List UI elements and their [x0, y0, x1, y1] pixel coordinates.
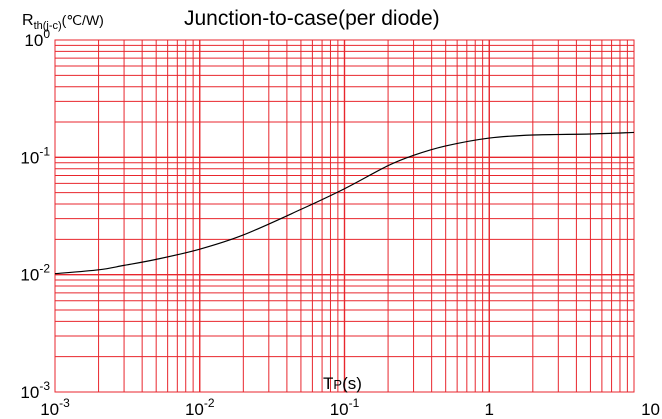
y-tick-exponent: -2 [39, 262, 50, 276]
x-axis-label: TP(s) [323, 374, 362, 393]
x-tick-mantissa: 10 [641, 400, 660, 419]
y-axis-label-unit: (℃/W) [62, 12, 104, 28]
x-tick-label: 10-2 [185, 396, 215, 419]
x-tick-exponent: -1 [349, 396, 360, 410]
y-axis-label-subscript: th(j-c) [34, 20, 62, 32]
y-tick-mantissa: 10 [20, 383, 39, 402]
x-tick-label: 10-3 [40, 396, 70, 419]
chart-title: Junction-to-case(per diode) [184, 7, 440, 30]
y-axis-label-base: R [22, 12, 34, 29]
x-axis-label-base: T [323, 374, 333, 393]
y-tick-mantissa: 10 [24, 31, 43, 50]
y-tick-label: 10-3 [20, 379, 50, 402]
y-tick-label: 100 [24, 27, 50, 50]
y-tick-exponent: -1 [39, 144, 50, 158]
y-tick-exponent: 0 [43, 27, 50, 41]
x-tick-exponent: -3 [59, 396, 70, 410]
grid [55, 40, 634, 392]
x-tick-mantissa: 10 [330, 400, 349, 419]
x-tick-mantissa: 10 [40, 400, 59, 419]
y-tick-mantissa: 10 [20, 266, 39, 285]
x-tick-label: 10-1 [330, 396, 360, 419]
x-tick-mantissa: 10 [185, 400, 204, 419]
y-tick-exponent: -3 [39, 379, 50, 393]
x-tick-labels: 10-3 10-2 10-1 1 10 [40, 396, 660, 419]
x-tick-exponent: -2 [204, 396, 215, 410]
y-tick-label: 10-2 [20, 262, 50, 285]
x-tick-label: 1 [485, 400, 494, 419]
y-axis-label: Rth(j-c)(℃/W) [22, 12, 104, 32]
y-tick-mantissa: 10 [20, 148, 39, 167]
x-axis-label-unit: (s) [342, 374, 362, 393]
plot-frame [54, 39, 635, 393]
x-tick-mantissa: 1 [485, 400, 494, 419]
y-tick-label: 10-1 [20, 144, 50, 167]
series-line [54, 131, 635, 275]
x-tick-label: 10 [641, 400, 660, 419]
x-axis-label-subscript: P [333, 377, 342, 392]
